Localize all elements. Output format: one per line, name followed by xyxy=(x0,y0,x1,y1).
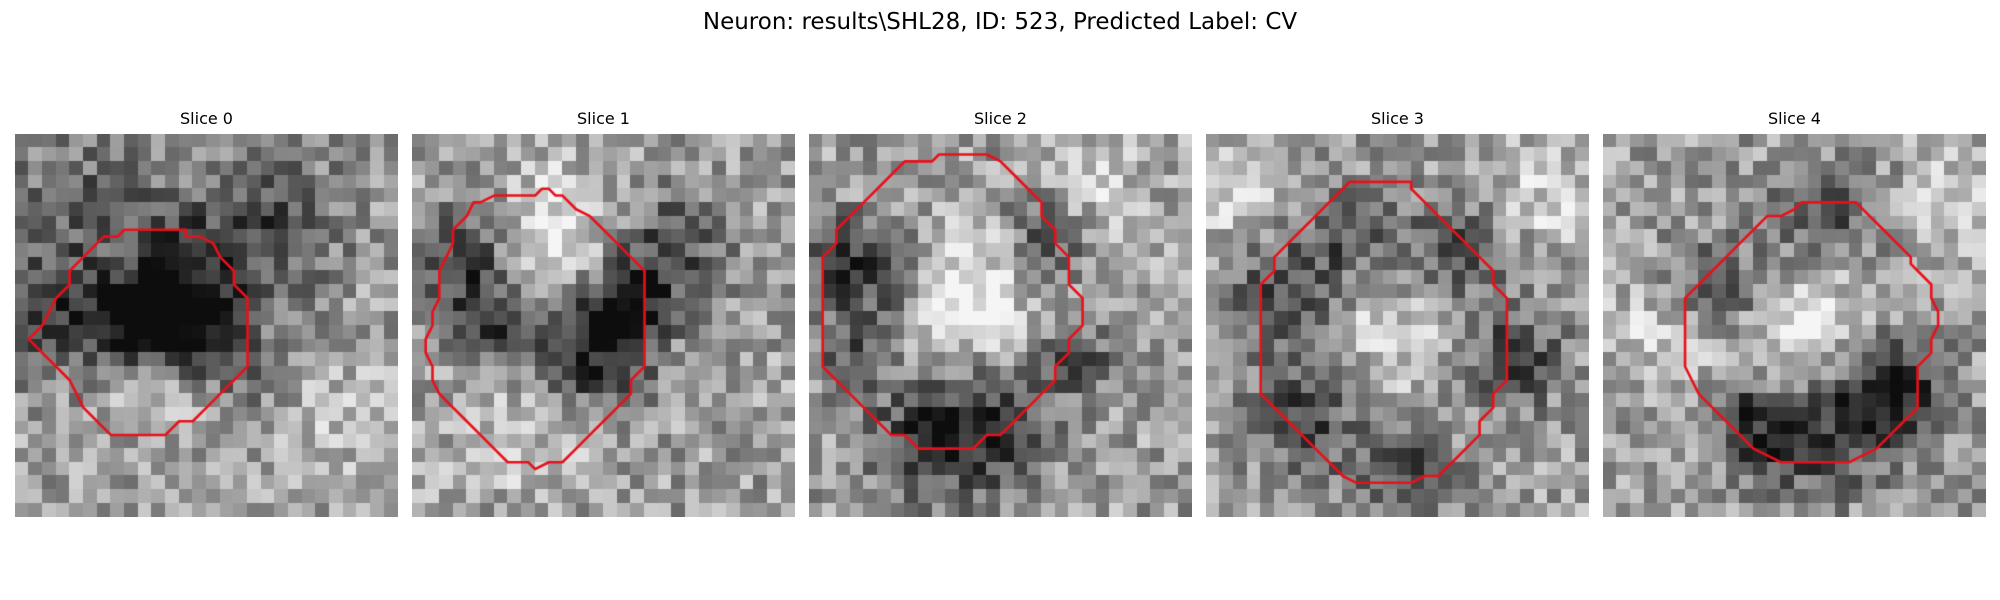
slice-panel-4: Slice 4 xyxy=(1603,108,1986,517)
slice-image-4 xyxy=(1603,134,1986,517)
slice-panel-1: Slice 1 xyxy=(412,108,795,517)
slice-image-3 xyxy=(1206,134,1589,517)
slice-title: Slice 0 xyxy=(180,109,233,128)
slice-panel-3: Slice 3 xyxy=(1206,108,1589,517)
slice-title: Slice 4 xyxy=(1768,109,1821,128)
slice-title: Slice 3 xyxy=(1371,109,1424,128)
slice-image-0 xyxy=(15,134,398,517)
slice-image-1 xyxy=(412,134,795,517)
slice-title: Slice 1 xyxy=(577,109,630,128)
slice-image-2 xyxy=(809,134,1192,517)
figure-title: Neuron: results\SHL28, ID: 523, Predicte… xyxy=(702,9,1298,35)
slice-panel-0: Slice 0 xyxy=(15,108,398,517)
slice-panel-2: Slice 2 xyxy=(809,108,1192,517)
slice-title: Slice 2 xyxy=(974,109,1027,128)
